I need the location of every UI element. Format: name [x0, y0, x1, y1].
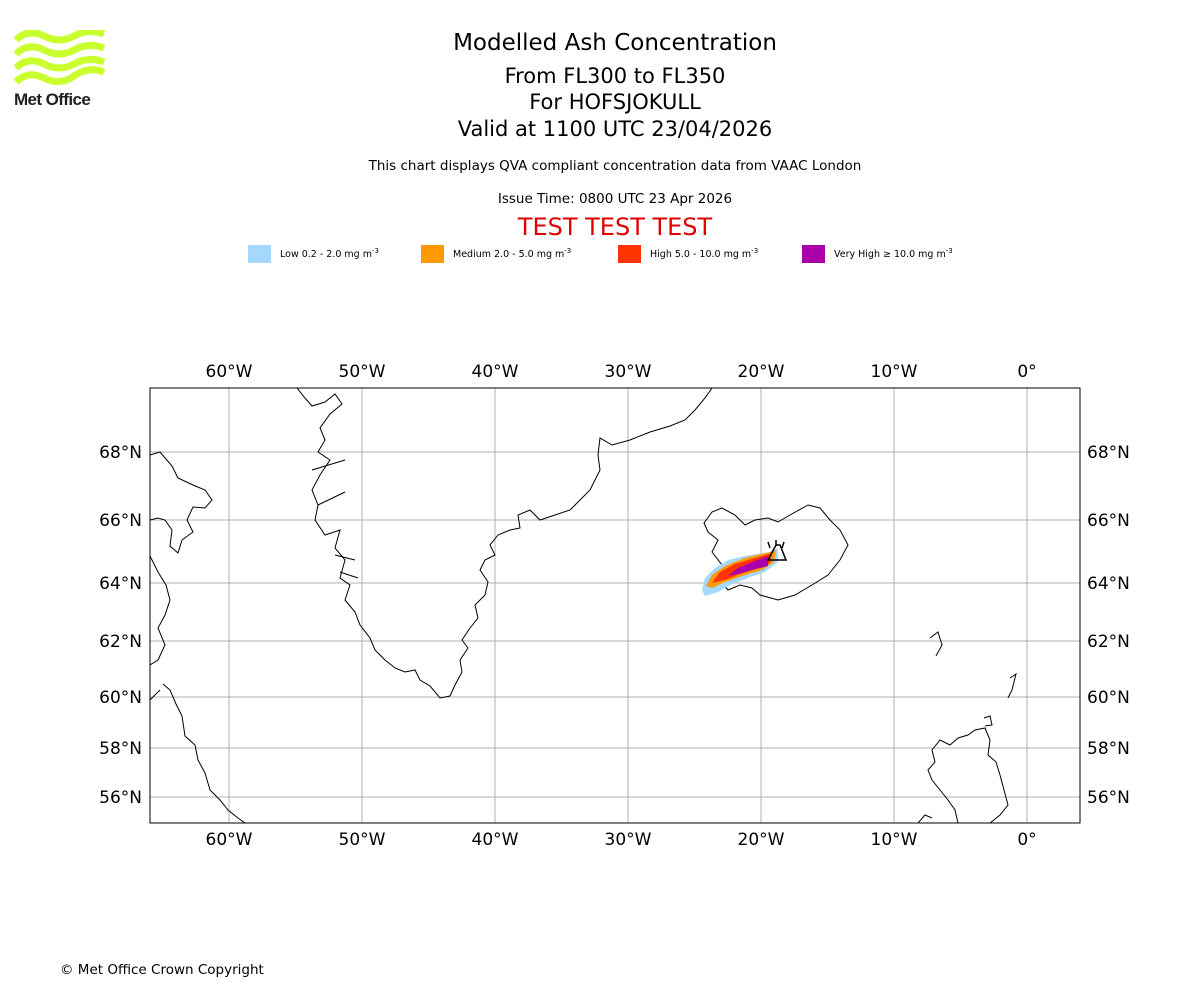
legend-item-very-high: Very High ≥ 10.0 mg m-3: [802, 244, 953, 264]
coast-scotland: [917, 715, 1009, 823]
copyright: © Met Office Crown Copyright: [60, 962, 264, 978]
lon-label-bottom-0: 0°: [1017, 830, 1036, 850]
lon-label-top-30w: 30°W: [605, 362, 652, 382]
legend-label-medium: Medium 2.0 - 5.0 mg m: [453, 249, 565, 261]
ash-concentration-plume: [702, 548, 778, 596]
flight-level-range: From FL300 to FL350: [504, 64, 726, 88]
lat-label-right-56n: 56°N: [1087, 788, 1130, 808]
lon-label-top-40w: 40°W: [472, 362, 519, 382]
lon-label-bottom-40w: 40°W: [472, 830, 519, 850]
lat-label-right-64n: 64°N: [1087, 574, 1130, 594]
map-axis-labels: 60°W 50°W 40°W 30°W 20°W 10°W 0° 60°W 50…: [99, 362, 1130, 850]
legend-label-low: Low 0.2 - 2.0 mg m: [280, 249, 372, 261]
lat-label-right-68n: 68°N: [1087, 443, 1130, 463]
coast-shetland: [1007, 672, 1017, 699]
legend-item-low: Low 0.2 - 2.0 mg m-3: [248, 244, 379, 264]
lat-label-right-60n: 60°N: [1087, 688, 1130, 708]
legend-unit-low: -3: [372, 247, 379, 256]
lon-label-top-20w: 20°W: [738, 362, 785, 382]
met-office-wave-icon: [14, 30, 106, 85]
issue-time: Issue Time: 0800 UTC 23 Apr 2026: [497, 191, 733, 207]
legend-item-high: High 5.0 - 10.0 mg m-3: [618, 244, 758, 264]
lat-label-right-58n: 58°N: [1087, 739, 1130, 759]
lat-label-left-56n: 56°N: [99, 788, 142, 808]
compliance-note: This chart displays QVA compliant concen…: [368, 158, 862, 174]
lat-label-right-62n: 62°N: [1087, 632, 1130, 652]
legend-unit-high: -3: [751, 247, 759, 256]
lon-label-top-50w: 50°W: [339, 362, 386, 382]
lon-label-bottom-10w: 10°W: [871, 830, 918, 850]
volcano-name: For HOFSJOKULL: [529, 90, 701, 114]
legend-label-high: High 5.0 - 10.0 mg m: [650, 249, 752, 261]
lon-label-top-60w: 60°W: [206, 362, 253, 382]
coast-greenland: [296, 388, 713, 699]
volcano-marker: [766, 540, 788, 561]
valid-time: Valid at 1100 UTC 23/04/2026: [457, 117, 773, 141]
test-banner: TEST TEST TEST: [517, 213, 713, 241]
ash-very-high: [728, 556, 768, 576]
legend-unit-very-high: -3: [945, 247, 953, 256]
lat-label-left-58n: 58°N: [99, 739, 142, 759]
coast-greenland-fjords: [311, 459, 359, 579]
map-gridlines: [150, 388, 1080, 823]
legend: Low 0.2 - 2.0 mg m-3 Medium 2.0 - 5.0 mg…: [0, 244, 1200, 264]
lon-label-bottom-20w: 20°W: [738, 830, 785, 850]
legend-swatch-medium: [421, 245, 444, 263]
legend-swatch-very-high: [802, 245, 825, 263]
coastlines: [150, 388, 1017, 823]
coast-labrador: [150, 555, 246, 823]
legend-unit-medium: -3: [564, 247, 572, 256]
logo-text: Met Office: [14, 90, 91, 109]
lon-label-bottom-50w: 50°W: [339, 830, 386, 850]
lon-label-top-10w: 10°W: [871, 362, 918, 382]
legend-item-medium: Medium 2.0 - 5.0 mg m-3: [421, 244, 571, 264]
map-frame: [149, 387, 1081, 824]
legend-label-very-high: Very High ≥ 10.0 mg m: [834, 249, 946, 261]
lat-label-left-68n: 68°N: [99, 443, 142, 463]
coast-baffin-island: [150, 451, 213, 554]
legend-swatch-low: [248, 245, 271, 263]
lat-label-left-64n: 64°N: [99, 574, 142, 594]
met-office-logo: Met Office: [14, 30, 106, 112]
lon-label-bottom-30w: 30°W: [605, 830, 652, 850]
lon-label-bottom-60w: 60°W: [206, 830, 253, 850]
chart-title: Modelled Ash Concentration: [453, 30, 777, 56]
legend-swatch-high: [618, 245, 641, 263]
lat-label-right-66n: 66°N: [1087, 511, 1130, 531]
lat-label-left-60n: 60°N: [99, 688, 142, 708]
lat-label-left-66n: 66°N: [99, 511, 142, 531]
lon-label-top-0: 0°: [1017, 362, 1036, 382]
coast-faroe: [929, 631, 943, 657]
volcano-icon: [766, 540, 788, 561]
lat-label-left-62n: 62°N: [99, 632, 142, 652]
